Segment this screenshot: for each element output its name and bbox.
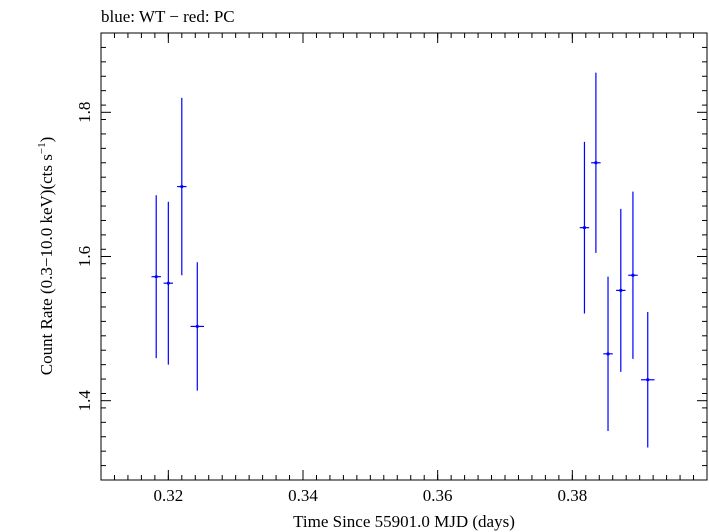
x-axis-title: Time Since 55901.0 MJD (days) — [293, 512, 515, 531]
data-point — [163, 201, 174, 365]
data-marker — [631, 273, 635, 277]
chart-header: blue: WT − red: PC — [101, 7, 235, 26]
data-marker — [180, 184, 184, 189]
data-point — [591, 72, 601, 253]
data-marker — [582, 226, 587, 230]
data-point — [641, 312, 655, 448]
data-point — [603, 276, 613, 431]
data-point — [190, 262, 205, 391]
y-axis-title-tail: ) — [37, 137, 56, 143]
x-tick-label: 0.36 — [423, 486, 453, 505]
data-point — [579, 141, 590, 314]
y-axis-title: Count Rate (0.3−10.0 keV)(cts s−1) — [36, 137, 56, 376]
y-tick-label: 1.8 — [75, 102, 94, 123]
y-axis-title-main: Count Rate (0.3−10.0 keV)(cts s — [37, 154, 56, 375]
y-tick-label: 1.4 — [75, 390, 94, 412]
minor-ticks — [101, 33, 707, 480]
plot-frame — [100, 32, 708, 481]
x-tick-label: 0.34 — [288, 486, 318, 505]
data-point — [628, 191, 638, 359]
data-point — [151, 195, 161, 359]
y-tick-label: 1.6 — [75, 246, 94, 267]
data-marker — [166, 281, 170, 285]
data-marker — [594, 161, 598, 165]
data-marker — [154, 275, 158, 279]
data-point — [616, 208, 626, 372]
data-marker — [195, 324, 199, 329]
y-axis-title-sup: −1 — [36, 142, 48, 154]
data-marker — [646, 378, 650, 382]
x-tick-label: 0.38 — [557, 486, 587, 505]
data-point — [177, 97, 187, 276]
x-tick-labels: 0.32 0.34 0.36 0.38 — [153, 486, 587, 505]
y-tick-labels: 1.4 1.6 1.8 — [75, 102, 94, 412]
data-marker — [606, 352, 610, 356]
x-tick-label: 0.32 — [153, 486, 183, 505]
data-marker — [619, 288, 623, 292]
data-points — [151, 72, 655, 448]
major-ticks — [101, 33, 707, 480]
